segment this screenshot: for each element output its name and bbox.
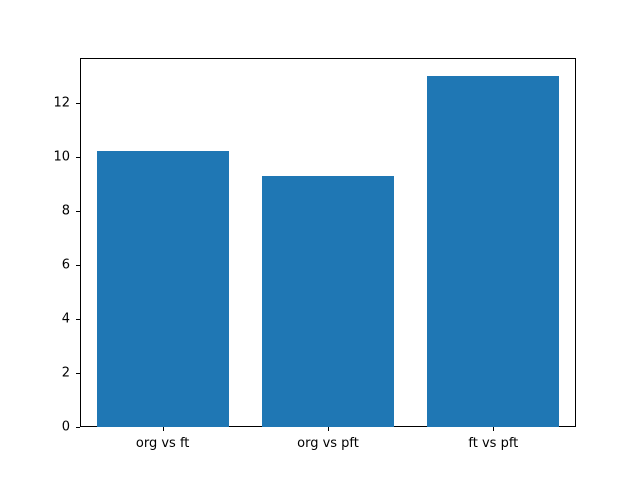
y-tick-mark <box>76 318 80 320</box>
y-tick-mark <box>76 156 80 158</box>
x-tick-mark <box>493 427 495 431</box>
y-tick-label: 8 <box>61 203 70 219</box>
y-tick-mark <box>76 427 80 428</box>
x-tick-mark <box>328 427 329 431</box>
bar-org-vs-ft <box>96 151 229 427</box>
y-tick-mark <box>76 102 80 104</box>
y-tick-label: 0 <box>61 419 70 435</box>
bar-ft-vs-pft <box>427 75 560 427</box>
y-tick-label: 10 <box>53 149 70 165</box>
y-tick-label: 4 <box>61 311 70 327</box>
bar-org-vs-pft <box>261 175 395 427</box>
x-tick-mark <box>162 427 164 431</box>
y-tick-label: 12 <box>53 95 70 111</box>
x-tick-label: org vs ft <box>135 436 190 451</box>
y-tick-mark <box>76 264 80 266</box>
y-tick-label: 6 <box>61 257 70 273</box>
x-tick-label: org vs pft <box>297 436 359 451</box>
y-tick-mark <box>76 210 80 212</box>
x-tick-label: ft vs pft <box>468 436 519 451</box>
y-tick-label: 2 <box>61 365 70 381</box>
y-tick-mark <box>76 372 80 374</box>
